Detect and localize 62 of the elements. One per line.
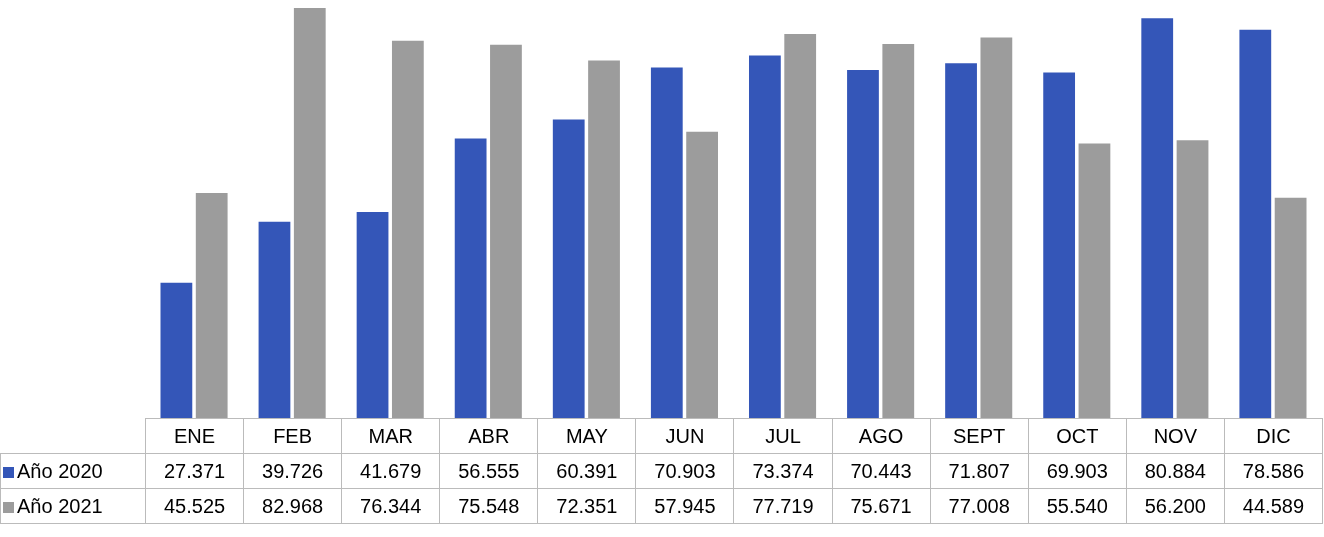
x-tick-label: FEB xyxy=(243,418,342,454)
data-label: 71.807 xyxy=(930,453,1029,489)
bar xyxy=(1274,197,1307,418)
x-tick-label: ENE xyxy=(145,418,244,454)
bar xyxy=(847,69,879,418)
x-tick-label: JUN xyxy=(635,418,734,454)
bar xyxy=(980,37,1013,418)
legend-label: Año 2021 xyxy=(17,494,103,517)
bar xyxy=(356,212,389,418)
data-label: 69.903 xyxy=(1028,453,1127,489)
bar xyxy=(454,138,487,418)
data-label: 75.671 xyxy=(832,488,931,524)
bar xyxy=(749,55,781,418)
data-label: 27.371 xyxy=(145,453,244,489)
data-label: 75.548 xyxy=(439,488,538,524)
data-label: 70.443 xyxy=(832,453,931,489)
x-tick-label: MAR xyxy=(341,418,440,454)
bar xyxy=(490,44,522,418)
bar xyxy=(293,8,326,418)
bar xyxy=(1239,29,1272,418)
x-tick-label: SEPT xyxy=(930,418,1029,454)
data-label: 77.008 xyxy=(930,488,1029,524)
bar xyxy=(1078,143,1111,418)
x-tick-label: AGO xyxy=(832,418,931,454)
bar xyxy=(552,119,585,418)
data-label: 77.719 xyxy=(733,488,833,524)
bar xyxy=(650,67,683,418)
bar xyxy=(1176,140,1209,418)
bar xyxy=(945,63,977,418)
data-label: 82.968 xyxy=(243,488,342,524)
data-label: 73.374 xyxy=(733,453,833,489)
bar xyxy=(391,40,424,418)
bar xyxy=(588,60,620,418)
bar xyxy=(1141,18,1174,418)
x-tick-label: ABR xyxy=(439,418,538,454)
legend-label: Año 2020 xyxy=(17,459,103,482)
data-label: 44.589 xyxy=(1224,488,1323,524)
bar xyxy=(686,131,718,418)
bar xyxy=(160,282,193,418)
data-label: 56.200 xyxy=(1126,488,1225,524)
x-tick-label: JUL xyxy=(733,418,833,454)
bar xyxy=(195,193,228,418)
data-label: 56.555 xyxy=(439,453,538,489)
bar xyxy=(1043,72,1076,418)
bar xyxy=(784,33,817,418)
x-tick-label: OCT xyxy=(1028,418,1127,454)
x-tick-label: DIC xyxy=(1224,418,1323,454)
data-label: 45.525 xyxy=(145,488,244,524)
data-label: 41.679 xyxy=(341,453,440,489)
x-tick-label: MAY xyxy=(537,418,636,454)
data-label: 39.726 xyxy=(243,453,342,489)
bar xyxy=(882,44,915,418)
data-label: 72.351 xyxy=(537,488,636,524)
data-label: 57.945 xyxy=(635,488,734,524)
data-label: 78.586 xyxy=(1224,453,1323,489)
data-label: 76.344 xyxy=(341,488,440,524)
data-label: 80.884 xyxy=(1126,453,1225,489)
data-label: 70.903 xyxy=(635,453,734,489)
data-label: 60.391 xyxy=(537,453,636,489)
x-tick-label: NOV xyxy=(1126,418,1225,454)
data-label: 55.540 xyxy=(1028,488,1127,524)
bar xyxy=(258,221,291,418)
